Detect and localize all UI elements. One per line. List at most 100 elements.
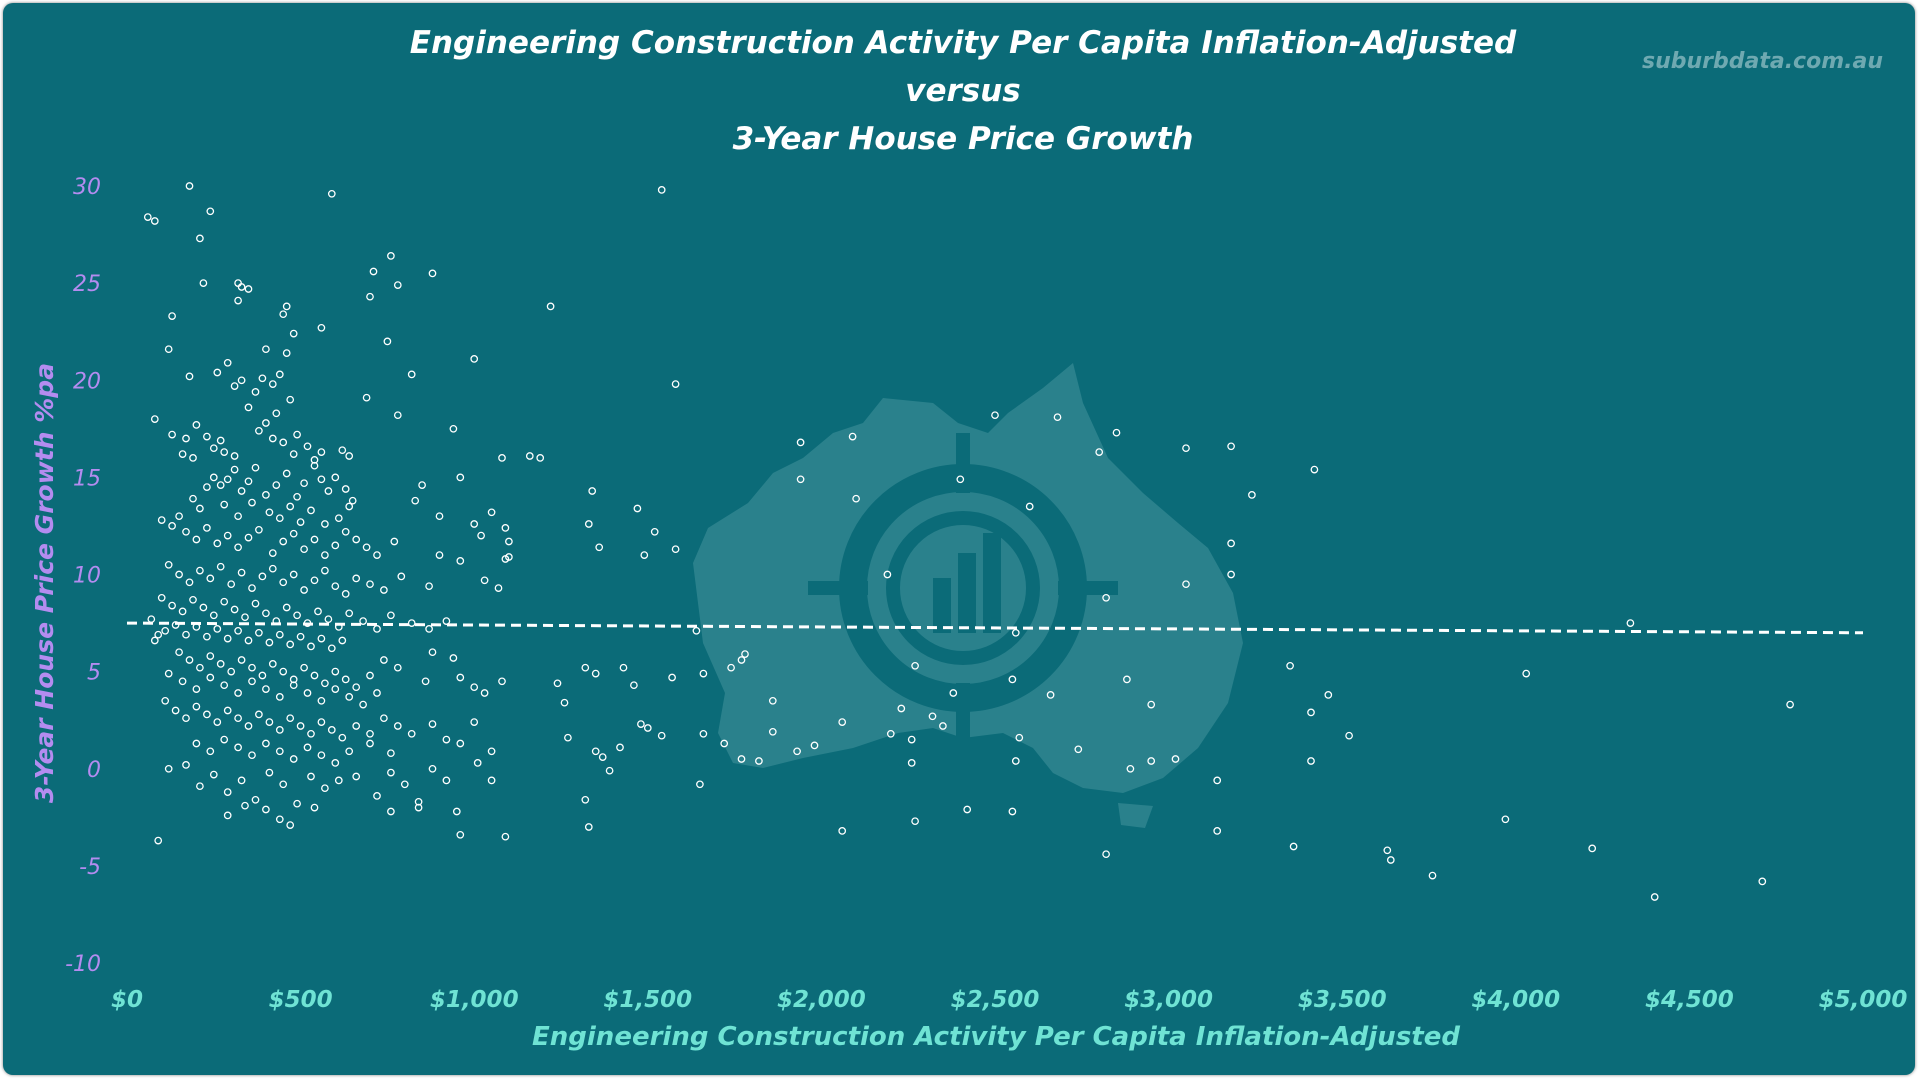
data-point xyxy=(206,747,215,756)
data-point xyxy=(275,747,284,756)
data-point xyxy=(584,520,593,528)
data-point xyxy=(1786,700,1794,709)
data-point xyxy=(262,739,270,748)
data-point xyxy=(248,498,256,507)
data-point xyxy=(400,780,409,789)
data-point xyxy=(234,279,242,287)
data-point xyxy=(737,656,746,664)
data-point xyxy=(234,626,242,635)
data-point xyxy=(227,580,236,589)
data-point xyxy=(380,656,388,664)
data-point xyxy=(331,541,340,550)
data-point xyxy=(456,673,465,682)
data-point xyxy=(196,782,204,791)
data-point xyxy=(230,382,239,390)
data-point xyxy=(223,788,232,796)
data-point xyxy=(258,671,267,680)
data-point xyxy=(237,487,246,495)
data-point xyxy=(692,626,701,635)
data-point xyxy=(793,747,801,756)
data-point xyxy=(150,636,159,645)
data-point xyxy=(286,640,295,649)
data-point xyxy=(279,578,288,587)
data-point xyxy=(456,557,465,565)
data-point xyxy=(310,535,319,544)
data-point xyxy=(317,475,326,484)
data-point xyxy=(234,743,242,752)
data-point xyxy=(1011,757,1020,765)
data-point xyxy=(282,469,291,478)
data-point xyxy=(265,718,274,726)
data-point xyxy=(241,801,249,810)
data-point xyxy=(501,524,510,532)
data-point xyxy=(262,609,270,618)
data-point xyxy=(525,452,534,460)
data-point xyxy=(182,527,190,536)
data-point xyxy=(581,795,590,804)
data-point xyxy=(341,590,350,598)
data-point xyxy=(282,603,291,612)
data-point xyxy=(143,213,152,221)
data-point xyxy=(248,584,256,592)
data-point xyxy=(154,630,163,639)
x-tick-label: $0 xyxy=(111,987,143,1013)
data-point xyxy=(286,821,295,829)
chart-title-line-1: Engineering Construction Activity Per Ca… xyxy=(410,25,1517,61)
data-point xyxy=(696,780,704,789)
data-point xyxy=(289,450,298,458)
data-point xyxy=(310,803,319,812)
data-point xyxy=(397,572,406,581)
y-axis-label: 3-Year House Price Growth %pa xyxy=(30,363,59,803)
data-point xyxy=(387,611,395,620)
data-point xyxy=(393,663,402,672)
data-point xyxy=(255,628,263,637)
data-point xyxy=(345,747,354,756)
data-point xyxy=(279,310,288,319)
data-point xyxy=(1008,675,1017,684)
data-point xyxy=(546,302,555,311)
data-point xyxy=(279,780,288,789)
data-point xyxy=(272,617,281,625)
data-point xyxy=(223,531,232,540)
data-point xyxy=(268,549,277,557)
data-point xyxy=(1102,850,1110,859)
data-point xyxy=(282,349,291,357)
data-point xyxy=(366,729,374,738)
data-point xyxy=(452,807,461,816)
data-point xyxy=(428,720,437,728)
data-point xyxy=(307,772,315,781)
data-point xyxy=(275,370,284,379)
data-point xyxy=(928,712,937,721)
data-point xyxy=(796,438,805,447)
data-point xyxy=(220,500,229,509)
data-point xyxy=(164,764,173,773)
data-point xyxy=(206,652,215,660)
data-point xyxy=(321,679,329,688)
data-point xyxy=(289,681,298,690)
chart-title-line-3: 3-Year House Price Growth xyxy=(733,121,1194,157)
data-point xyxy=(1345,731,1353,740)
data-point xyxy=(331,759,340,767)
data-point xyxy=(213,539,222,548)
data-point xyxy=(456,739,465,748)
data-point xyxy=(380,714,388,723)
data-point xyxy=(581,663,590,672)
data-point xyxy=(196,663,204,672)
y-tick-label: -10 xyxy=(65,952,101,977)
data-point xyxy=(220,448,229,456)
data-point xyxy=(470,683,479,692)
data-point xyxy=(150,415,159,423)
data-point xyxy=(1386,856,1395,864)
data-point xyxy=(755,757,763,765)
data-point xyxy=(1171,755,1180,763)
data-point xyxy=(300,479,308,488)
y-tick-label: 30 xyxy=(73,175,101,200)
data-point xyxy=(293,492,301,501)
data-point xyxy=(1053,413,1062,422)
australia-map-target-chart-icon xyxy=(693,363,1243,828)
data-point xyxy=(616,743,624,752)
data-point xyxy=(289,529,298,538)
data-point xyxy=(282,302,291,311)
data-point xyxy=(268,564,277,573)
data-point xyxy=(643,724,652,732)
